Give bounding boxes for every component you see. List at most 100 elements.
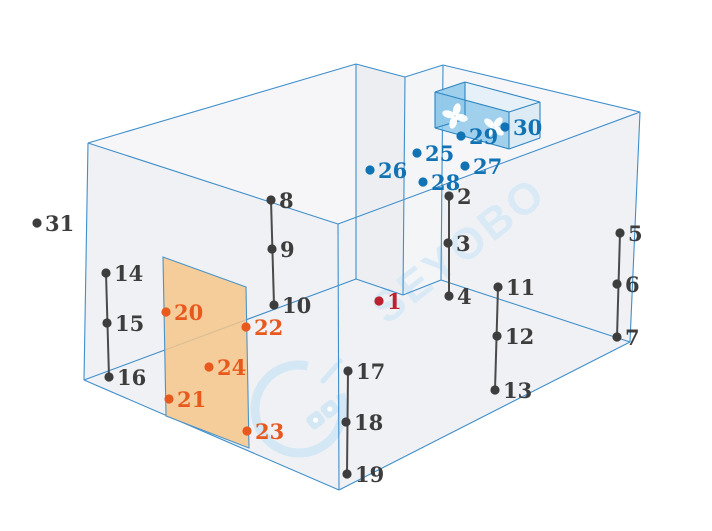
fan-icon [442, 103, 468, 129]
fan-blade [442, 110, 455, 119]
unit-edge-9 [508, 137, 541, 150]
unit-edge-1 [434, 81, 466, 93]
point-label-5: 5 [628, 221, 643, 246]
robot-logo-icon [250, 360, 348, 458]
point-label-20: 20 [174, 300, 203, 325]
room-edge-2 [355, 63, 406, 78]
point-label-31: 31 [45, 211, 74, 236]
point-dot-19 [342, 469, 352, 479]
room-edge-11 [337, 223, 340, 491]
fan-blade [455, 113, 468, 122]
robot-goggles-icon [306, 399, 340, 430]
room-edge-7 [83, 379, 340, 491]
point-dot-3 [443, 238, 453, 248]
room-edge-6 [338, 341, 631, 491]
point-dot-1 [374, 296, 384, 306]
point-dot-28 [418, 177, 428, 187]
point-label-29: 29 [469, 124, 498, 149]
unit-edge-4 [434, 91, 510, 113]
point-dot-22 [241, 322, 251, 332]
point-label-18: 18 [354, 410, 383, 435]
point-dot-2 [444, 191, 454, 201]
point-dot-25 [412, 148, 422, 158]
room-edge-3 [404, 64, 444, 78]
point-dot-27 [460, 161, 470, 171]
room-wireframe-edges [83, 63, 641, 491]
point-label-27: 27 [473, 154, 502, 179]
room-edge-1 [87, 63, 357, 144]
point-dot-10 [269, 300, 279, 310]
door-opening [162, 256, 250, 449]
measurement-points [32, 122, 625, 479]
point-dot-26 [365, 165, 375, 175]
point-label-17: 17 [356, 359, 385, 384]
point-label-25: 25 [425, 141, 454, 166]
room-edge-9 [87, 142, 339, 225]
point-dot-18 [341, 417, 351, 427]
fan-blade [493, 117, 503, 128]
room-edge-18 [440, 279, 631, 343]
point-dot-5 [615, 228, 625, 238]
unit-edge-2 [464, 81, 541, 103]
point-dot-20 [161, 307, 171, 317]
point-dot-6 [612, 279, 622, 289]
point-dot-23 [242, 426, 252, 436]
unit-edge-3 [508, 101, 541, 113]
point-dot-7 [612, 332, 622, 342]
point-dot-16 [104, 372, 114, 382]
point-dot-8 [266, 195, 276, 205]
point-label-16: 16 [117, 365, 146, 390]
point-label-21: 21 [177, 387, 206, 412]
point-label-6: 6 [625, 272, 640, 297]
point-label-13: 13 [503, 378, 532, 403]
point-dot-21 [164, 394, 174, 404]
door-panel [162, 256, 250, 449]
point-dot-14 [101, 268, 111, 278]
point-label-11: 11 [506, 275, 535, 300]
robot-antenna-icon [320, 362, 340, 384]
fan-hub [491, 124, 497, 130]
point-dot-4 [444, 291, 454, 301]
column-left-face [356, 64, 405, 295]
fan-blade [452, 103, 461, 116]
fan-blade [485, 126, 495, 137]
point-label-19: 19 [355, 462, 384, 487]
point-label-23: 23 [255, 419, 284, 444]
room-edge-16 [402, 279, 442, 296]
point-dot-9 [267, 244, 277, 254]
point-dot-15 [102, 318, 112, 328]
point-label-26: 26 [378, 158, 407, 183]
point-dot-29 [456, 131, 466, 141]
room-edge-10 [337, 111, 641, 225]
point-dot-31 [32, 218, 42, 228]
unit-edge-8 [434, 127, 510, 150]
point-dot-12 [492, 331, 502, 341]
point-dot-13 [490, 385, 500, 395]
unit-right-face [509, 102, 540, 149]
point-label-12: 12 [505, 324, 534, 349]
point-label-9: 9 [280, 237, 295, 262]
room-edge-8 [83, 142, 89, 381]
point-dot-30 [500, 122, 510, 132]
point-dot-17 [343, 366, 353, 376]
point-dot-24 [204, 362, 214, 372]
point-dot-11 [493, 282, 503, 292]
point-label-22: 22 [254, 315, 283, 340]
point-label-14: 14 [114, 261, 143, 286]
fan-blade [484, 118, 495, 128]
point-label-4: 4 [457, 284, 472, 309]
room-edge-4 [442, 64, 641, 113]
fan-blade [449, 116, 458, 129]
point-label-10: 10 [282, 293, 311, 318]
point-label-30: 30 [513, 115, 542, 140]
point-label-1: 1 [387, 289, 402, 314]
point-label-3: 3 [456, 231, 471, 256]
point-label-8: 8 [279, 188, 294, 213]
room-edge-15 [355, 278, 404, 296]
fan-hub [451, 112, 459, 120]
fan-coil-unit [434, 81, 541, 150]
point-label-7: 7 [625, 325, 640, 350]
room-edge-13 [402, 76, 406, 296]
